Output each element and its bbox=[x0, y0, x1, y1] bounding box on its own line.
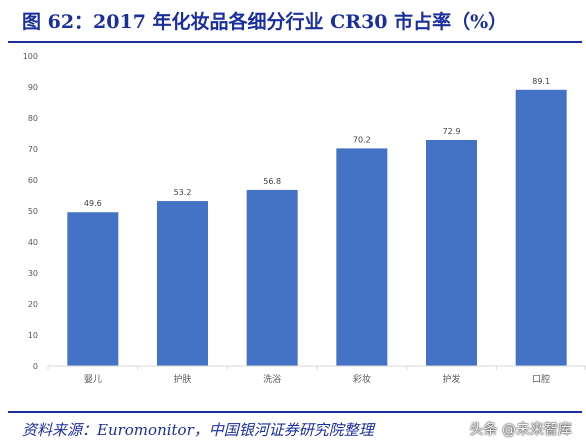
y-tick-label: 20 bbox=[28, 300, 38, 309]
y-tick-label: 80 bbox=[28, 114, 38, 123]
x-tick-label: 护肤 bbox=[173, 373, 191, 385]
x-tick-label: 婴儿 bbox=[84, 374, 102, 385]
bar bbox=[67, 212, 119, 366]
x-tick-label: 护发 bbox=[442, 373, 460, 385]
bar-value-label: 56.8 bbox=[263, 177, 281, 186]
x-tick-label: 洗浴 bbox=[263, 373, 281, 385]
bar-chart: 0 10 20 30 40 50 60 70 80 90 100 49.6 53.2 56.8 70.2 7… bbox=[23, 52, 586, 385]
bar bbox=[515, 89, 567, 366]
bar-value-label: 70.2 bbox=[353, 135, 371, 144]
title-divider bbox=[8, 41, 582, 43]
y-tick-label: 10 bbox=[28, 331, 38, 340]
bar-value-label: 49.6 bbox=[84, 199, 102, 208]
value-labels: 49.6 53.2 56.8 70.2 72.9 89.1 bbox=[84, 77, 550, 208]
x-tick-label: 彩妆 bbox=[353, 373, 371, 385]
y-tick-label: 30 bbox=[28, 269, 38, 278]
bar bbox=[157, 201, 208, 366]
source-note: 资料来源：Euromonitor，中国银河证券研究院整理 bbox=[22, 421, 374, 439]
bar-value-label: 89.1 bbox=[532, 77, 550, 86]
bar bbox=[246, 189, 298, 366]
y-tick-label: 60 bbox=[28, 176, 38, 185]
bar bbox=[336, 148, 388, 366]
x-axis: 婴儿 护肤 洗浴 彩妆 护发 口腔 bbox=[47, 365, 586, 385]
x-tick-label: 口腔 bbox=[532, 373, 550, 385]
chart-title: 图 62：2017 年化妆品各细分行业 CR30 市占率（%） bbox=[22, 11, 508, 33]
bar-value-label: 72.9 bbox=[443, 127, 461, 136]
y-tick-label: 40 bbox=[28, 238, 38, 247]
bar bbox=[426, 140, 477, 366]
y-axis: 0 10 20 30 40 50 60 70 80 90 100 bbox=[23, 52, 38, 371]
y-tick-label: 90 bbox=[28, 83, 38, 92]
y-tick-label: 100 bbox=[23, 52, 38, 61]
y-tick-label: 0 bbox=[33, 362, 38, 371]
source-divider bbox=[8, 411, 582, 413]
bars bbox=[67, 89, 567, 366]
y-tick-label: 50 bbox=[28, 207, 38, 216]
watermark: 头条 @未来智库 bbox=[469, 422, 572, 438]
y-tick-label: 70 bbox=[28, 145, 38, 154]
bar-value-label: 53.2 bbox=[174, 188, 192, 197]
